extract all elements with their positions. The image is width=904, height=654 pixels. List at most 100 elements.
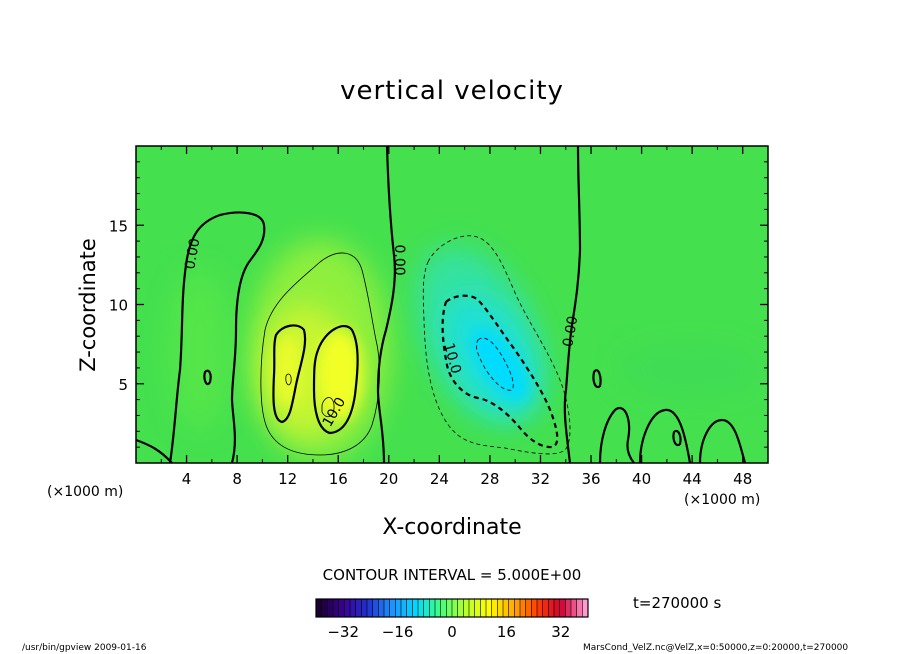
negative-10-contours bbox=[441, 294, 559, 449]
colorbar-tick-label: −32 bbox=[327, 623, 359, 641]
x-axis-label: X-coordinate bbox=[382, 515, 522, 540]
colorbar-cell bbox=[514, 599, 521, 617]
contour-neg15 bbox=[476, 337, 514, 391]
colorbar-cell bbox=[457, 599, 464, 617]
colorbar-cell bbox=[565, 599, 572, 617]
colorbar-cell bbox=[463, 599, 470, 617]
x-unit-right: (×1000 m) bbox=[684, 492, 761, 508]
y-tick-label: 15 bbox=[109, 217, 128, 235]
colorbar-cell bbox=[327, 599, 334, 617]
y-ticks: 5 10 15 bbox=[109, 161, 768, 448]
colorbar-cell bbox=[350, 599, 357, 617]
contour-zero-small-loops bbox=[203, 369, 682, 447]
contour-15-inner-left bbox=[285, 373, 292, 386]
colorbar-cell bbox=[389, 599, 396, 617]
colorbar-cell bbox=[321, 599, 328, 617]
x-tick-label: 16 bbox=[329, 470, 348, 488]
colorbar-cell bbox=[474, 599, 481, 617]
contour-zero-left bbox=[168, 211, 266, 463]
colorbar-cell bbox=[548, 599, 555, 617]
x-tick-label: 4 bbox=[182, 470, 192, 488]
x-ticks: 4 8 12 16 20 24 28 32 36 40 44 48 bbox=[160, 146, 752, 488]
positive-5-contours bbox=[260, 252, 380, 456]
colorbar-cell bbox=[480, 599, 487, 617]
colorbar-cell bbox=[429, 599, 436, 617]
x-tick-label: 48 bbox=[733, 470, 752, 488]
colorbar-cell bbox=[361, 599, 368, 617]
x-tick-label: 20 bbox=[379, 470, 398, 488]
contour-zero-right bbox=[563, 146, 582, 463]
colorbar-cell bbox=[520, 599, 527, 617]
x-tick-label: 44 bbox=[683, 470, 702, 488]
colorbar-cell bbox=[338, 599, 345, 617]
contour-15-inner bbox=[321, 397, 335, 418]
contour-label: 0.00 bbox=[182, 237, 203, 270]
colorbar-cell bbox=[531, 599, 538, 617]
colorbar: −32 −16 0 16 32 bbox=[315, 598, 589, 641]
x-tick-label: 36 bbox=[581, 470, 600, 488]
colorbar-cell bbox=[401, 599, 408, 617]
colorbar-cell bbox=[418, 599, 425, 617]
colorbar-cell bbox=[355, 599, 362, 617]
colorbar-cell bbox=[508, 599, 515, 617]
colorbar-cell bbox=[333, 599, 340, 617]
footer-right: MarsCond_VelZ.nc@VelZ,x=0:50000,z=0:2000… bbox=[583, 643, 849, 653]
colorbar-cell bbox=[406, 599, 413, 617]
colorbar-cell bbox=[344, 599, 351, 617]
colorbar-cell bbox=[435, 599, 442, 617]
y-tick-label: 10 bbox=[109, 297, 128, 315]
footer-left: /usr/bin/gpview 2009-01-16 bbox=[22, 643, 147, 653]
x-tick-label: 24 bbox=[430, 470, 449, 488]
colorbar-cell bbox=[446, 599, 453, 617]
colorbar-cell bbox=[497, 599, 504, 617]
chart-title: vertical velocity bbox=[340, 76, 564, 106]
contour-10-left bbox=[272, 324, 307, 424]
colorbar-cell bbox=[525, 599, 532, 617]
colorbar-cell bbox=[372, 599, 379, 617]
time-annotation: t=270000 s bbox=[633, 594, 722, 612]
contour-5-outer bbox=[260, 252, 380, 456]
contour-neg10 bbox=[441, 294, 559, 449]
colorbar-cell bbox=[503, 599, 510, 617]
x-tick-label: 12 bbox=[278, 470, 297, 488]
colorbar-cell bbox=[491, 599, 498, 617]
colorbar-cell bbox=[440, 599, 447, 617]
contour-neg5 bbox=[422, 235, 571, 455]
contour-interval-text: CONTOUR INTERVAL = 5.000E+00 bbox=[322, 566, 582, 584]
negative-5-contours bbox=[422, 235, 571, 455]
contour-label: 0.00 bbox=[560, 315, 581, 348]
colorbar-tick-label: −16 bbox=[382, 623, 414, 641]
contour-label: 10.0 bbox=[440, 341, 464, 375]
positive-10-contours bbox=[272, 324, 359, 435]
colorbar-cell bbox=[542, 599, 549, 617]
x-tick-label: 32 bbox=[531, 470, 550, 488]
colorbar-cell bbox=[576, 599, 583, 617]
weak-updraft-left bbox=[170, 270, 230, 430]
colorbar-cell bbox=[423, 599, 430, 617]
colorbar-cell bbox=[367, 599, 374, 617]
weak-field-right bbox=[620, 345, 760, 395]
colorbar-cell bbox=[469, 599, 476, 617]
colorbar-cell bbox=[554, 599, 561, 617]
x-tick-label: 8 bbox=[232, 470, 242, 488]
zero-contours bbox=[136, 146, 747, 463]
colorbar-cell bbox=[384, 599, 391, 617]
colorbar-frame bbox=[315, 598, 589, 618]
contour-zero-bottom-left bbox=[136, 438, 173, 463]
colorbar-cell bbox=[316, 599, 323, 617]
contour-zero-mid bbox=[376, 146, 396, 463]
colorbar-cell bbox=[452, 599, 459, 617]
colorbar-tick-label: 0 bbox=[447, 623, 457, 641]
y-tick-label: 5 bbox=[118, 376, 128, 394]
contour-label: 0.00 bbox=[391, 245, 407, 276]
updraft-core-left bbox=[274, 334, 302, 406]
colorbar-tick-label: 16 bbox=[497, 623, 516, 641]
x-tick-label: 28 bbox=[480, 470, 499, 488]
x-tick-label: 40 bbox=[632, 470, 651, 488]
colorbar-cell bbox=[412, 599, 419, 617]
colorbar-cell bbox=[378, 599, 385, 617]
contour-zero-bottom-right bbox=[598, 407, 747, 463]
colorbar-cell bbox=[559, 599, 566, 617]
